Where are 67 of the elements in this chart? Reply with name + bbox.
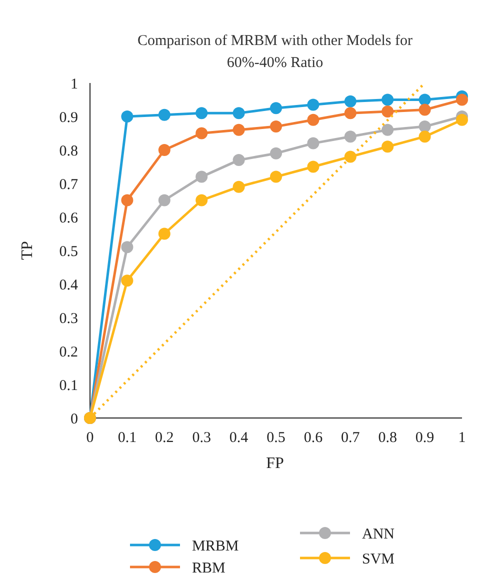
x-tick-label: 0.3 — [192, 430, 211, 446]
point — [344, 95, 356, 108]
y-tick-label: 0.1 — [59, 378, 78, 394]
point — [270, 170, 282, 183]
point — [418, 104, 431, 116]
point — [418, 94, 431, 106]
point — [232, 124, 245, 136]
point — [456, 114, 468, 126]
point — [344, 130, 356, 143]
y-tick-label: 0.6 — [59, 210, 78, 226]
point — [418, 130, 431, 143]
point — [196, 127, 208, 140]
y-tick-label: 0 — [70, 411, 78, 428]
y-tick-label: 0.8 — [59, 143, 78, 160]
point — [121, 241, 134, 254]
y-tick-label: 1 — [70, 76, 78, 92]
point — [196, 107, 208, 120]
x-tick-label: 0.5 — [266, 430, 286, 446]
legend-label: ANN — [362, 526, 395, 542]
y-tick-label: 0.4 — [59, 277, 78, 294]
point — [307, 137, 320, 150]
point — [232, 154, 245, 166]
x-tick-label: 0.8 — [378, 430, 397, 446]
point — [307, 160, 320, 173]
x-axis-title: FP — [266, 455, 284, 472]
x-tick-label: 0.2 — [155, 430, 174, 446]
legend-label: MRBM — [192, 538, 239, 554]
point — [121, 110, 134, 122]
y-tick-label: 0.9 — [59, 110, 78, 126]
point — [307, 114, 320, 126]
y-axis-title: TP — [19, 241, 36, 260]
x-tick-label: 1 — [458, 430, 466, 446]
y-tick-label: 0.2 — [59, 344, 78, 360]
x-tick-label: 0.6 — [304, 430, 324, 446]
y-tick-label: 0.5 — [59, 244, 78, 260]
point — [270, 147, 282, 160]
point — [307, 98, 320, 111]
x-tick-label: 0.9 — [415, 430, 434, 446]
point — [382, 94, 394, 106]
x-tick-label: 0.7 — [341, 430, 360, 446]
legend-label: RBM — [192, 560, 226, 576]
point — [270, 102, 282, 114]
point — [418, 120, 431, 133]
x-tick-label: 0.1 — [118, 430, 137, 446]
point — [270, 120, 282, 133]
point — [121, 194, 134, 206]
point — [158, 144, 170, 156]
point — [232, 180, 245, 193]
point — [158, 194, 170, 206]
point — [196, 170, 208, 183]
point — [456, 94, 468, 106]
point — [344, 150, 356, 163]
point — [196, 194, 208, 206]
point — [158, 228, 170, 240]
point — [121, 274, 134, 287]
y-tick-label: 0.3 — [59, 310, 78, 327]
point — [382, 105, 394, 118]
point — [344, 107, 356, 120]
legend-label: SVM — [362, 551, 395, 568]
point — [382, 124, 394, 136]
point — [232, 107, 245, 120]
y-tick-label: 0.7 — [59, 176, 78, 193]
x-tick-label: 0 — [86, 430, 94, 446]
chart-title: Comparison of MRBM with other Models for 60%-40% Ratio — [138, 33, 412, 71]
point — [382, 140, 394, 153]
point — [158, 108, 170, 121]
x-tick-label: 0.4 — [229, 430, 249, 446]
